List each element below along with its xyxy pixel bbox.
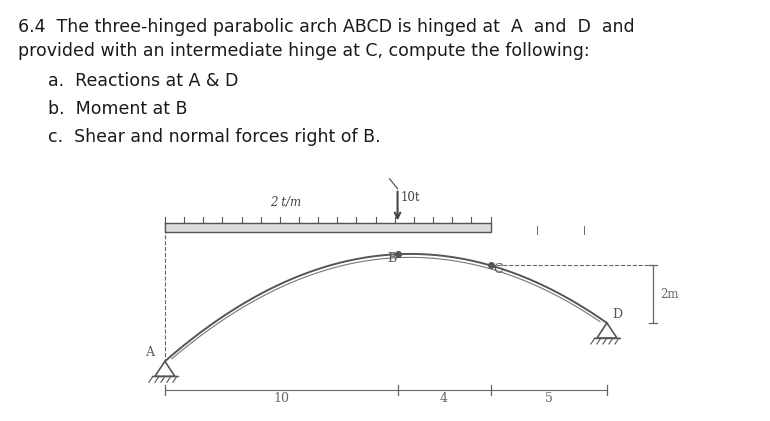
Text: A: A [145, 346, 154, 359]
Text: 2 t/m: 2 t/m [270, 196, 301, 209]
Text: c.  Shear and normal forces right of B.: c. Shear and normal forces right of B. [48, 128, 380, 146]
Text: D: D [612, 308, 622, 321]
Text: 6.4  The three-hinged parabolic arch ABCD is hinged at  A  and  D  and: 6.4 The three-hinged parabolic arch ABCD… [18, 18, 634, 36]
Text: provided with an intermediate hinge at C, compute the following:: provided with an intermediate hinge at C… [18, 42, 590, 60]
Text: b.  Moment at B: b. Moment at B [48, 100, 188, 118]
Text: 2m: 2m [661, 288, 679, 301]
Text: a.  Reactions at A & D: a. Reactions at A & D [48, 72, 239, 90]
Text: 5: 5 [545, 392, 553, 405]
Text: 10t: 10t [400, 191, 420, 204]
Text: C: C [494, 264, 504, 277]
Polygon shape [165, 223, 490, 232]
Text: 10: 10 [273, 392, 290, 405]
Text: B: B [387, 252, 397, 265]
Text: 4: 4 [440, 392, 448, 405]
